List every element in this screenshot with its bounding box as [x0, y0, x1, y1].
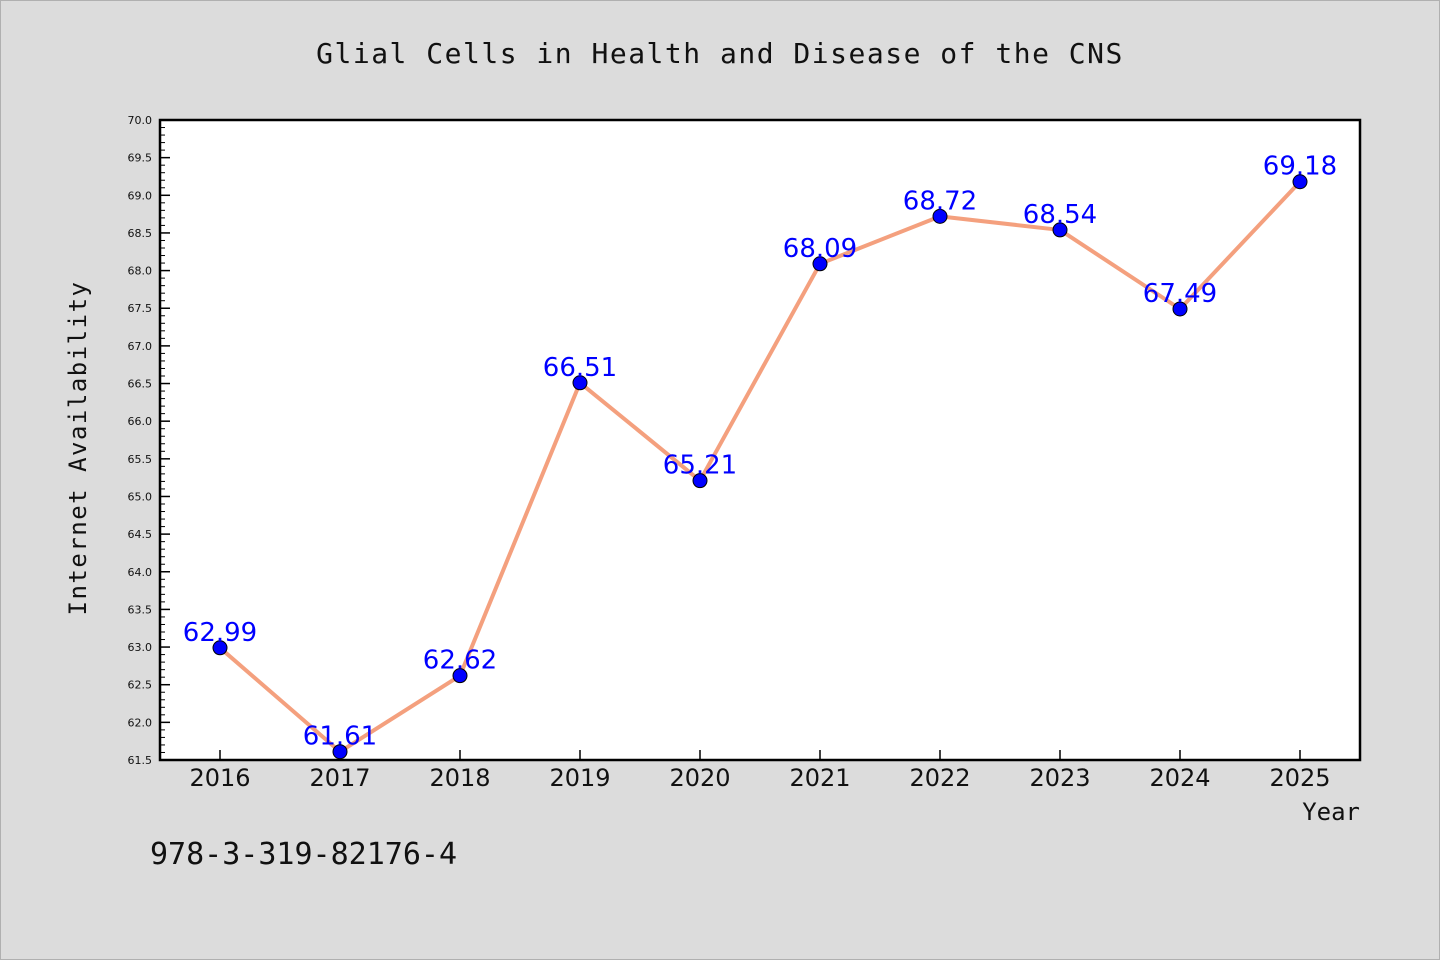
x-tick-label: 2024 — [1149, 764, 1210, 792]
data-point — [812, 256, 828, 272]
data-label: 68.54 — [1023, 200, 1097, 230]
chart-title: Glial Cells in Health and Disease of the… — [316, 37, 1124, 70]
data-point — [1172, 301, 1188, 317]
y-tick-label: 67.5 — [128, 302, 153, 315]
data-label: 61.61 — [303, 722, 377, 752]
series-line — [218, 179, 1302, 754]
y-tick-label: 68.0 — [128, 265, 153, 278]
x-axis-label: Year — [1302, 798, 1360, 826]
data-point — [692, 473, 708, 489]
x-tick-label: 2016 — [189, 764, 250, 792]
data-label: 67.49 — [1143, 279, 1217, 309]
y-tick-label: 65.5 — [128, 453, 153, 466]
x-tick-label: 2017 — [309, 764, 370, 792]
y-tick-label: 61.5 — [128, 754, 153, 767]
data-label: 62.62 — [423, 646, 497, 676]
x-tick-label: 2018 — [429, 764, 490, 792]
y-tick-label: 68.5 — [128, 227, 153, 240]
x-tick-label: 2025 — [1269, 764, 1330, 792]
y-tick-label: 66.5 — [128, 378, 153, 391]
data-label: 69.18 — [1263, 152, 1337, 182]
data-point — [932, 208, 948, 224]
y-axis-label: Internet Availability — [64, 281, 92, 616]
x-axis: 2016 2017 2018 2019 2020 2021 2022 2023 2024 2025 — [189, 750, 1331, 792]
data-label: 65.21 — [663, 451, 737, 481]
y-tick-label: 69.0 — [128, 189, 153, 202]
data-point — [1052, 222, 1068, 238]
data-point — [332, 744, 348, 760]
data-label: 68.09 — [783, 234, 857, 264]
data-label: 68.72 — [903, 186, 977, 216]
y-tick-label: 64.0 — [128, 566, 153, 579]
data-point — [572, 375, 588, 391]
y-tick-label: 62.0 — [128, 716, 153, 729]
y-tick-label: 64.5 — [128, 528, 153, 541]
x-tick-label: 2023 — [1029, 764, 1090, 792]
x-tick-label: 2020 — [669, 764, 730, 792]
y-tick-label: 70.0 — [128, 114, 153, 127]
x-tick-label: 2022 — [909, 764, 970, 792]
data-label: 66.51 — [543, 353, 617, 383]
y-tick-label: 69.5 — [128, 152, 153, 165]
plot-area — [158, 118, 1362, 762]
y-tick-label: 63.0 — [128, 641, 153, 654]
data-label: 62.99 — [183, 618, 257, 648]
y-axis: 61.5 62.0 62.5 63.0 63.5 64.0 64.5 65.0 65.5 66.0… — [128, 114, 170, 767]
y-tick-label: 63.5 — [128, 603, 153, 616]
caption: 978-3-319-82176-4 — [150, 837, 457, 872]
data-point — [212, 640, 228, 656]
y-tick-label: 66.0 — [128, 415, 153, 428]
data-point — [1292, 174, 1308, 190]
series-group — [212, 174, 1308, 760]
data-point — [452, 668, 468, 684]
y-tick-label: 62.5 — [128, 679, 153, 692]
x-tick-label: 2021 — [789, 764, 850, 792]
value-labels: 62.99 61.61 62.62 66.51 65.21 68.09 68.72 68.54… — [183, 152, 1337, 752]
y-tick-label: 65.0 — [128, 490, 153, 503]
x-tick-label: 2019 — [549, 764, 610, 792]
y-tick-label: 67.0 — [128, 340, 153, 353]
